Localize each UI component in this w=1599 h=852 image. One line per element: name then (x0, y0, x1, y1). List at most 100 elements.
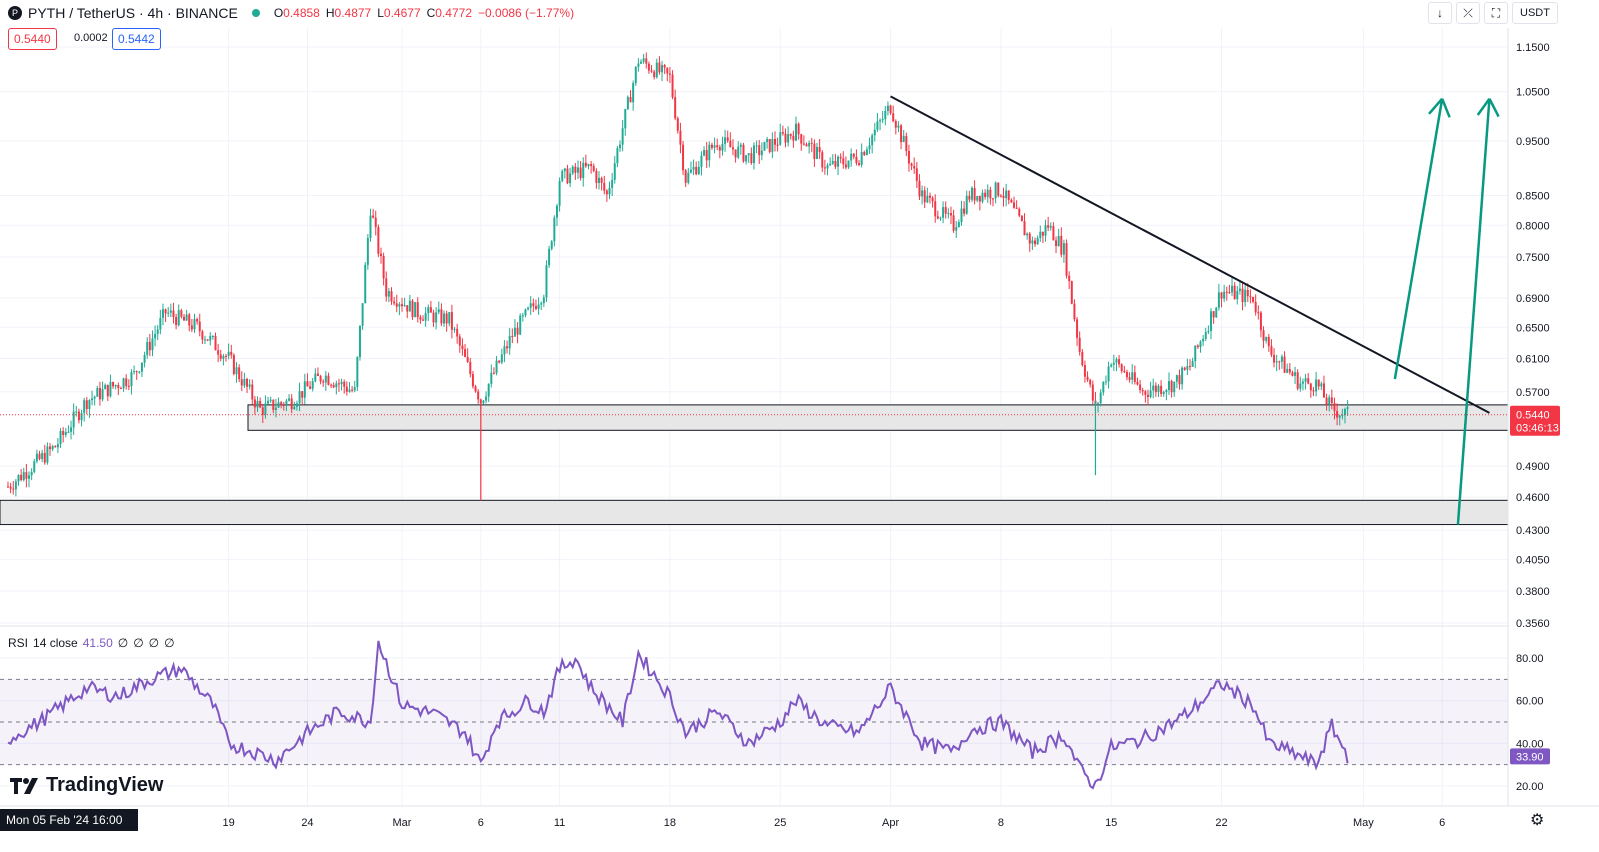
candle-body (1241, 288, 1244, 303)
candle-body (529, 303, 532, 308)
time-axis-label: 25 (774, 817, 786, 829)
candle-body (558, 180, 561, 206)
candle-body (823, 167, 826, 169)
time-axis-label: Mar (393, 817, 412, 829)
candle-body (458, 336, 461, 346)
candle-body (1015, 207, 1018, 209)
candle-body (59, 430, 62, 445)
candle-body (206, 339, 209, 341)
candle-body (9, 486, 12, 489)
gear-icon[interactable]: ⚙ (1530, 812, 1545, 829)
candle-body (579, 167, 582, 179)
candle-body (1259, 312, 1262, 331)
rsi-legend[interactable]: RSI 14 close 41.50 ∅ ∅ ∅ ∅ (8, 636, 175, 650)
candle-body (1055, 240, 1058, 247)
candle-body (96, 388, 99, 397)
open-label: O (273, 6, 284, 20)
price-axis-label: 1.0500 (1516, 87, 1550, 99)
candle-body (894, 121, 897, 128)
candle-body (931, 197, 934, 202)
candle-body (261, 407, 264, 415)
candle-body (863, 151, 866, 155)
candle-body (403, 305, 406, 307)
candle-body (781, 132, 784, 134)
candle-body (429, 307, 432, 313)
candle-body (561, 171, 564, 181)
candle-body (46, 446, 49, 463)
sell-price-button[interactable]: 0.5440 (8, 28, 57, 50)
candle-body (550, 241, 553, 249)
candle-body (450, 312, 453, 330)
candle-body (1249, 296, 1252, 298)
candle-body (1107, 366, 1110, 382)
candle-body (726, 137, 729, 141)
candle-body (1020, 215, 1023, 222)
candle-body (264, 403, 267, 415)
candle-body (592, 166, 595, 171)
candle-body (1278, 361, 1281, 363)
price-axis-label: 0.8000 (1516, 220, 1550, 232)
symbol-header[interactable]: P PYTH / TetherUS · 4h · BINANCE O0.4858… (8, 4, 574, 22)
candle-body (1146, 394, 1149, 397)
candle-body (632, 83, 635, 103)
candle-body (1312, 390, 1315, 392)
rsi-value: 41.50 (82, 636, 113, 650)
currency-selector[interactable]: USDT (1512, 2, 1558, 24)
candle-body (240, 379, 243, 386)
candle-body (238, 367, 241, 380)
candle-body (167, 312, 170, 314)
candle-body (718, 147, 721, 151)
candle-body (1320, 383, 1323, 387)
candle-body (949, 213, 952, 216)
candle-body (1283, 356, 1286, 373)
candle-body (282, 404, 285, 406)
candle-body (1062, 243, 1065, 255)
candle-body (348, 389, 351, 392)
buy-price-button[interactable]: 0.5442 (112, 28, 161, 50)
candle-body (101, 389, 104, 400)
candle-body (235, 367, 238, 375)
candle-body (219, 354, 222, 359)
price-axis-label: 0.4900 (1516, 461, 1550, 473)
candle-body (524, 309, 527, 316)
candle-body (708, 144, 711, 161)
arrow-down-icon[interactable]: ↓ (1428, 2, 1452, 24)
arrow-up-head (1428, 97, 1444, 115)
candle-body (1343, 409, 1346, 416)
candle-body (474, 386, 477, 392)
candle-body (1047, 225, 1050, 228)
candle-body (154, 333, 157, 339)
candle-body (248, 384, 251, 387)
candle-body (613, 163, 616, 180)
candle-body (721, 143, 724, 151)
candle-body (653, 71, 656, 78)
candle-body (1228, 292, 1231, 294)
collapse-icon[interactable]: ⤫ (1456, 2, 1480, 24)
candle-body (1125, 371, 1128, 378)
candle-body (1023, 221, 1026, 236)
candle-body (204, 339, 206, 341)
high-value: 0.4877 (334, 6, 372, 20)
candle-body (1267, 336, 1270, 347)
candle-body (267, 400, 270, 404)
candle-body (374, 217, 377, 228)
candle-body (1330, 397, 1333, 404)
candle-body (1007, 190, 1010, 200)
candle-body (422, 319, 425, 321)
tradingview-logo[interactable]: TradingView (10, 774, 163, 797)
candle-body (80, 413, 83, 421)
candle-body (1196, 345, 1199, 348)
price-axis-label: 0.4300 (1516, 525, 1550, 537)
candle-body (611, 179, 614, 188)
support-zone (247, 404, 1509, 431)
candle-body (710, 144, 713, 148)
candle-body (104, 384, 107, 390)
candle-body (408, 300, 411, 312)
candle-body (64, 431, 67, 436)
fullscreen-icon[interactable]: ⛶ (1484, 2, 1508, 24)
candle-body (151, 338, 154, 351)
candle-body (112, 382, 115, 387)
candle-body (1039, 231, 1042, 238)
candle-body (51, 446, 54, 450)
